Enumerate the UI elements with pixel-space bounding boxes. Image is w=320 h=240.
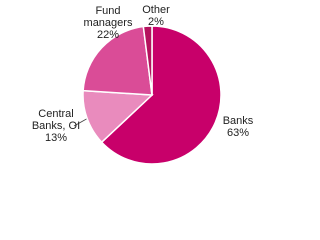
value-label: 2% <box>148 16 164 28</box>
value-label: 63% <box>226 127 250 139</box>
pie-canvas <box>73 25 222 165</box>
pie-slice <box>82 89 154 144</box>
slice-label: Other 2% <box>138 4 174 28</box>
slice-label: Banks 63% <box>218 115 258 139</box>
slice-label: Fund managers 22% <box>80 5 136 41</box>
pie-slice <box>142 25 153 96</box>
category-label: Central Banks, OI <box>31 108 81 132</box>
pie-slice <box>82 25 153 96</box>
category-label: Fund managers <box>83 5 133 29</box>
category-label: Banks <box>222 115 254 127</box>
pie-slice <box>100 25 222 165</box>
chart: Banks 63% Central Banks, OI 13% Fund manager… <box>28 4 258 165</box>
category-label: Other <box>142 4 170 16</box>
slice-label: Central Banks, OI 13% <box>28 108 84 144</box>
value-label: 22% <box>96 29 120 41</box>
value-label: 13% <box>44 132 68 144</box>
